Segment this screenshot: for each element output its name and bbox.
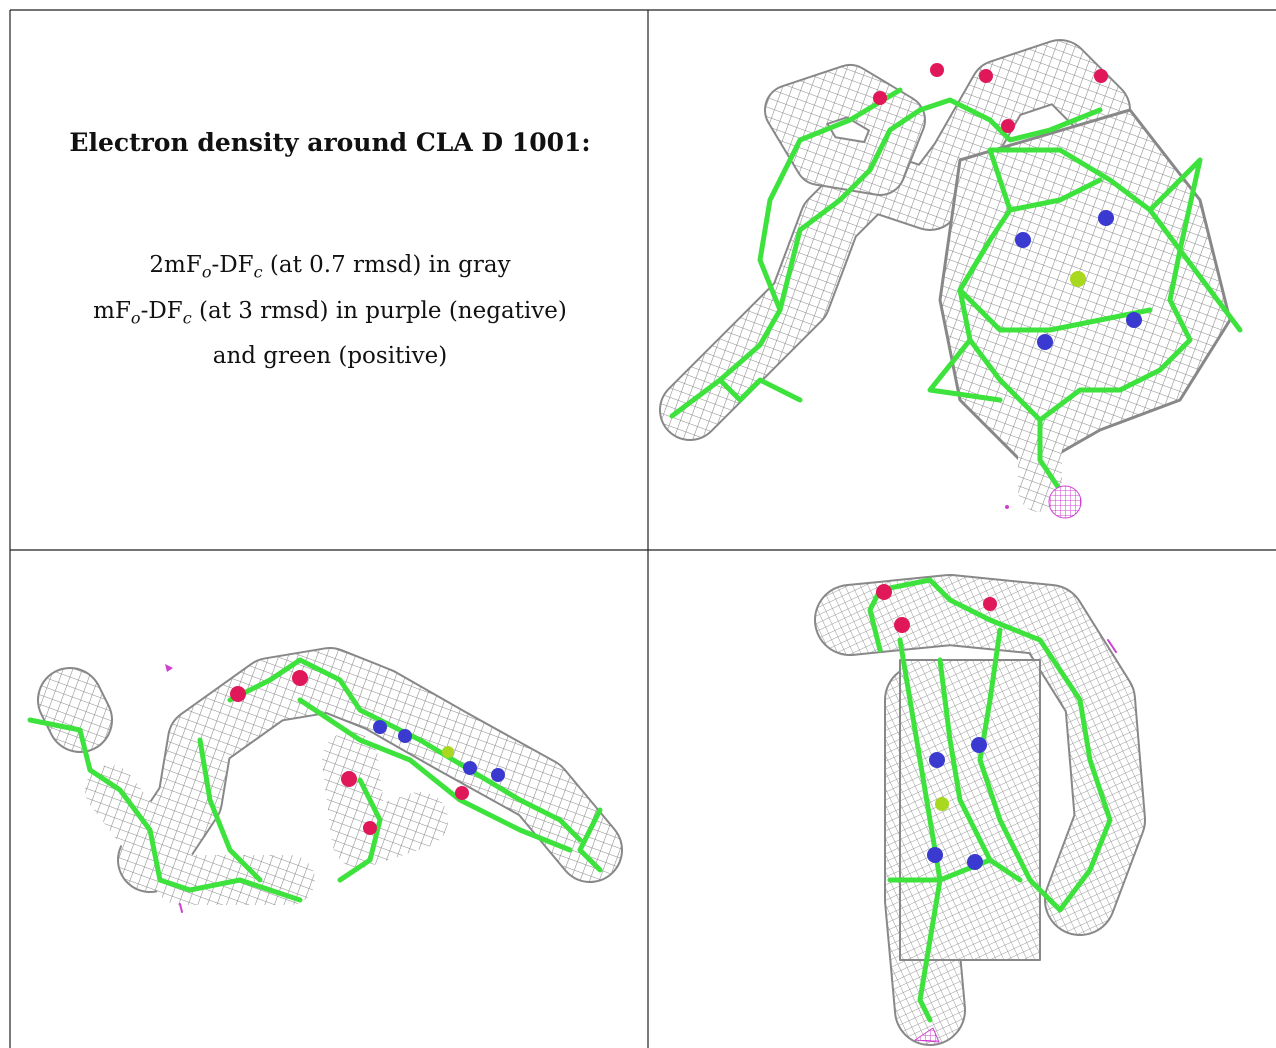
subscript: c bbox=[183, 308, 192, 327]
atom bbox=[491, 768, 505, 782]
atom bbox=[341, 771, 357, 787]
atom bbox=[1098, 210, 1114, 226]
density-shape bbox=[165, 664, 173, 672]
atom bbox=[398, 729, 412, 743]
caption-title: Electron density around CLA D 1001: bbox=[12, 128, 648, 157]
caption-text: -DF bbox=[141, 298, 183, 324]
atom bbox=[292, 670, 308, 686]
atom bbox=[463, 761, 477, 775]
atom bbox=[1126, 312, 1142, 328]
atom bbox=[1037, 334, 1053, 350]
density-image-top bbox=[672, 63, 1240, 518]
atom bbox=[894, 617, 910, 633]
atom bbox=[1001, 119, 1015, 133]
density-shape bbox=[350, 760, 420, 840]
atom bbox=[442, 746, 454, 758]
density-shape bbox=[180, 904, 182, 912]
atom bbox=[363, 821, 377, 835]
caption-text: (at 0.7 rmsd) in gray bbox=[263, 252, 511, 278]
caption-text: mF bbox=[93, 298, 131, 324]
atom bbox=[230, 686, 246, 702]
subscript: o bbox=[131, 308, 141, 327]
atom bbox=[873, 91, 887, 105]
atom bbox=[1070, 271, 1086, 287]
atom bbox=[455, 786, 469, 800]
caption-text: -DF bbox=[211, 252, 253, 278]
density-image-bottom-right bbox=[850, 580, 1116, 1042]
atom bbox=[983, 597, 997, 611]
caption-line: and green (positive) bbox=[12, 337, 648, 375]
caption-text: 2mF bbox=[149, 252, 201, 278]
caption-text: (at 3 rmsd) in purple (negative) bbox=[192, 298, 567, 324]
atom bbox=[1049, 486, 1081, 518]
atom bbox=[979, 69, 993, 83]
density-shape bbox=[900, 660, 1040, 960]
atom bbox=[876, 584, 892, 600]
figure-grid bbox=[0, 0, 1276, 1048]
atom bbox=[373, 720, 387, 734]
body: Electron density around CLA D 1001: 2mFo… bbox=[0, 0, 1276, 1048]
atom bbox=[935, 797, 949, 811]
page: CLA D 1001 density {"caption": {"title":… bbox=[0, 0, 1276, 1048]
caption-line: 2mFo-DFc (at 0.7 rmsd) in gray bbox=[12, 246, 648, 292]
caption-text: and green (positive) bbox=[213, 343, 448, 369]
atom bbox=[967, 854, 983, 870]
atom bbox=[1015, 232, 1031, 248]
atom bbox=[930, 63, 944, 77]
density-image-bottom-left bbox=[30, 660, 600, 912]
atom bbox=[1005, 505, 1009, 509]
atom bbox=[927, 847, 943, 863]
atom bbox=[1094, 69, 1108, 83]
subscript: c bbox=[254, 263, 263, 282]
atom bbox=[929, 752, 945, 768]
atom bbox=[971, 737, 987, 753]
caption-line: mFo-DFc (at 3 rmsd) in purple (negative) bbox=[12, 292, 648, 338]
